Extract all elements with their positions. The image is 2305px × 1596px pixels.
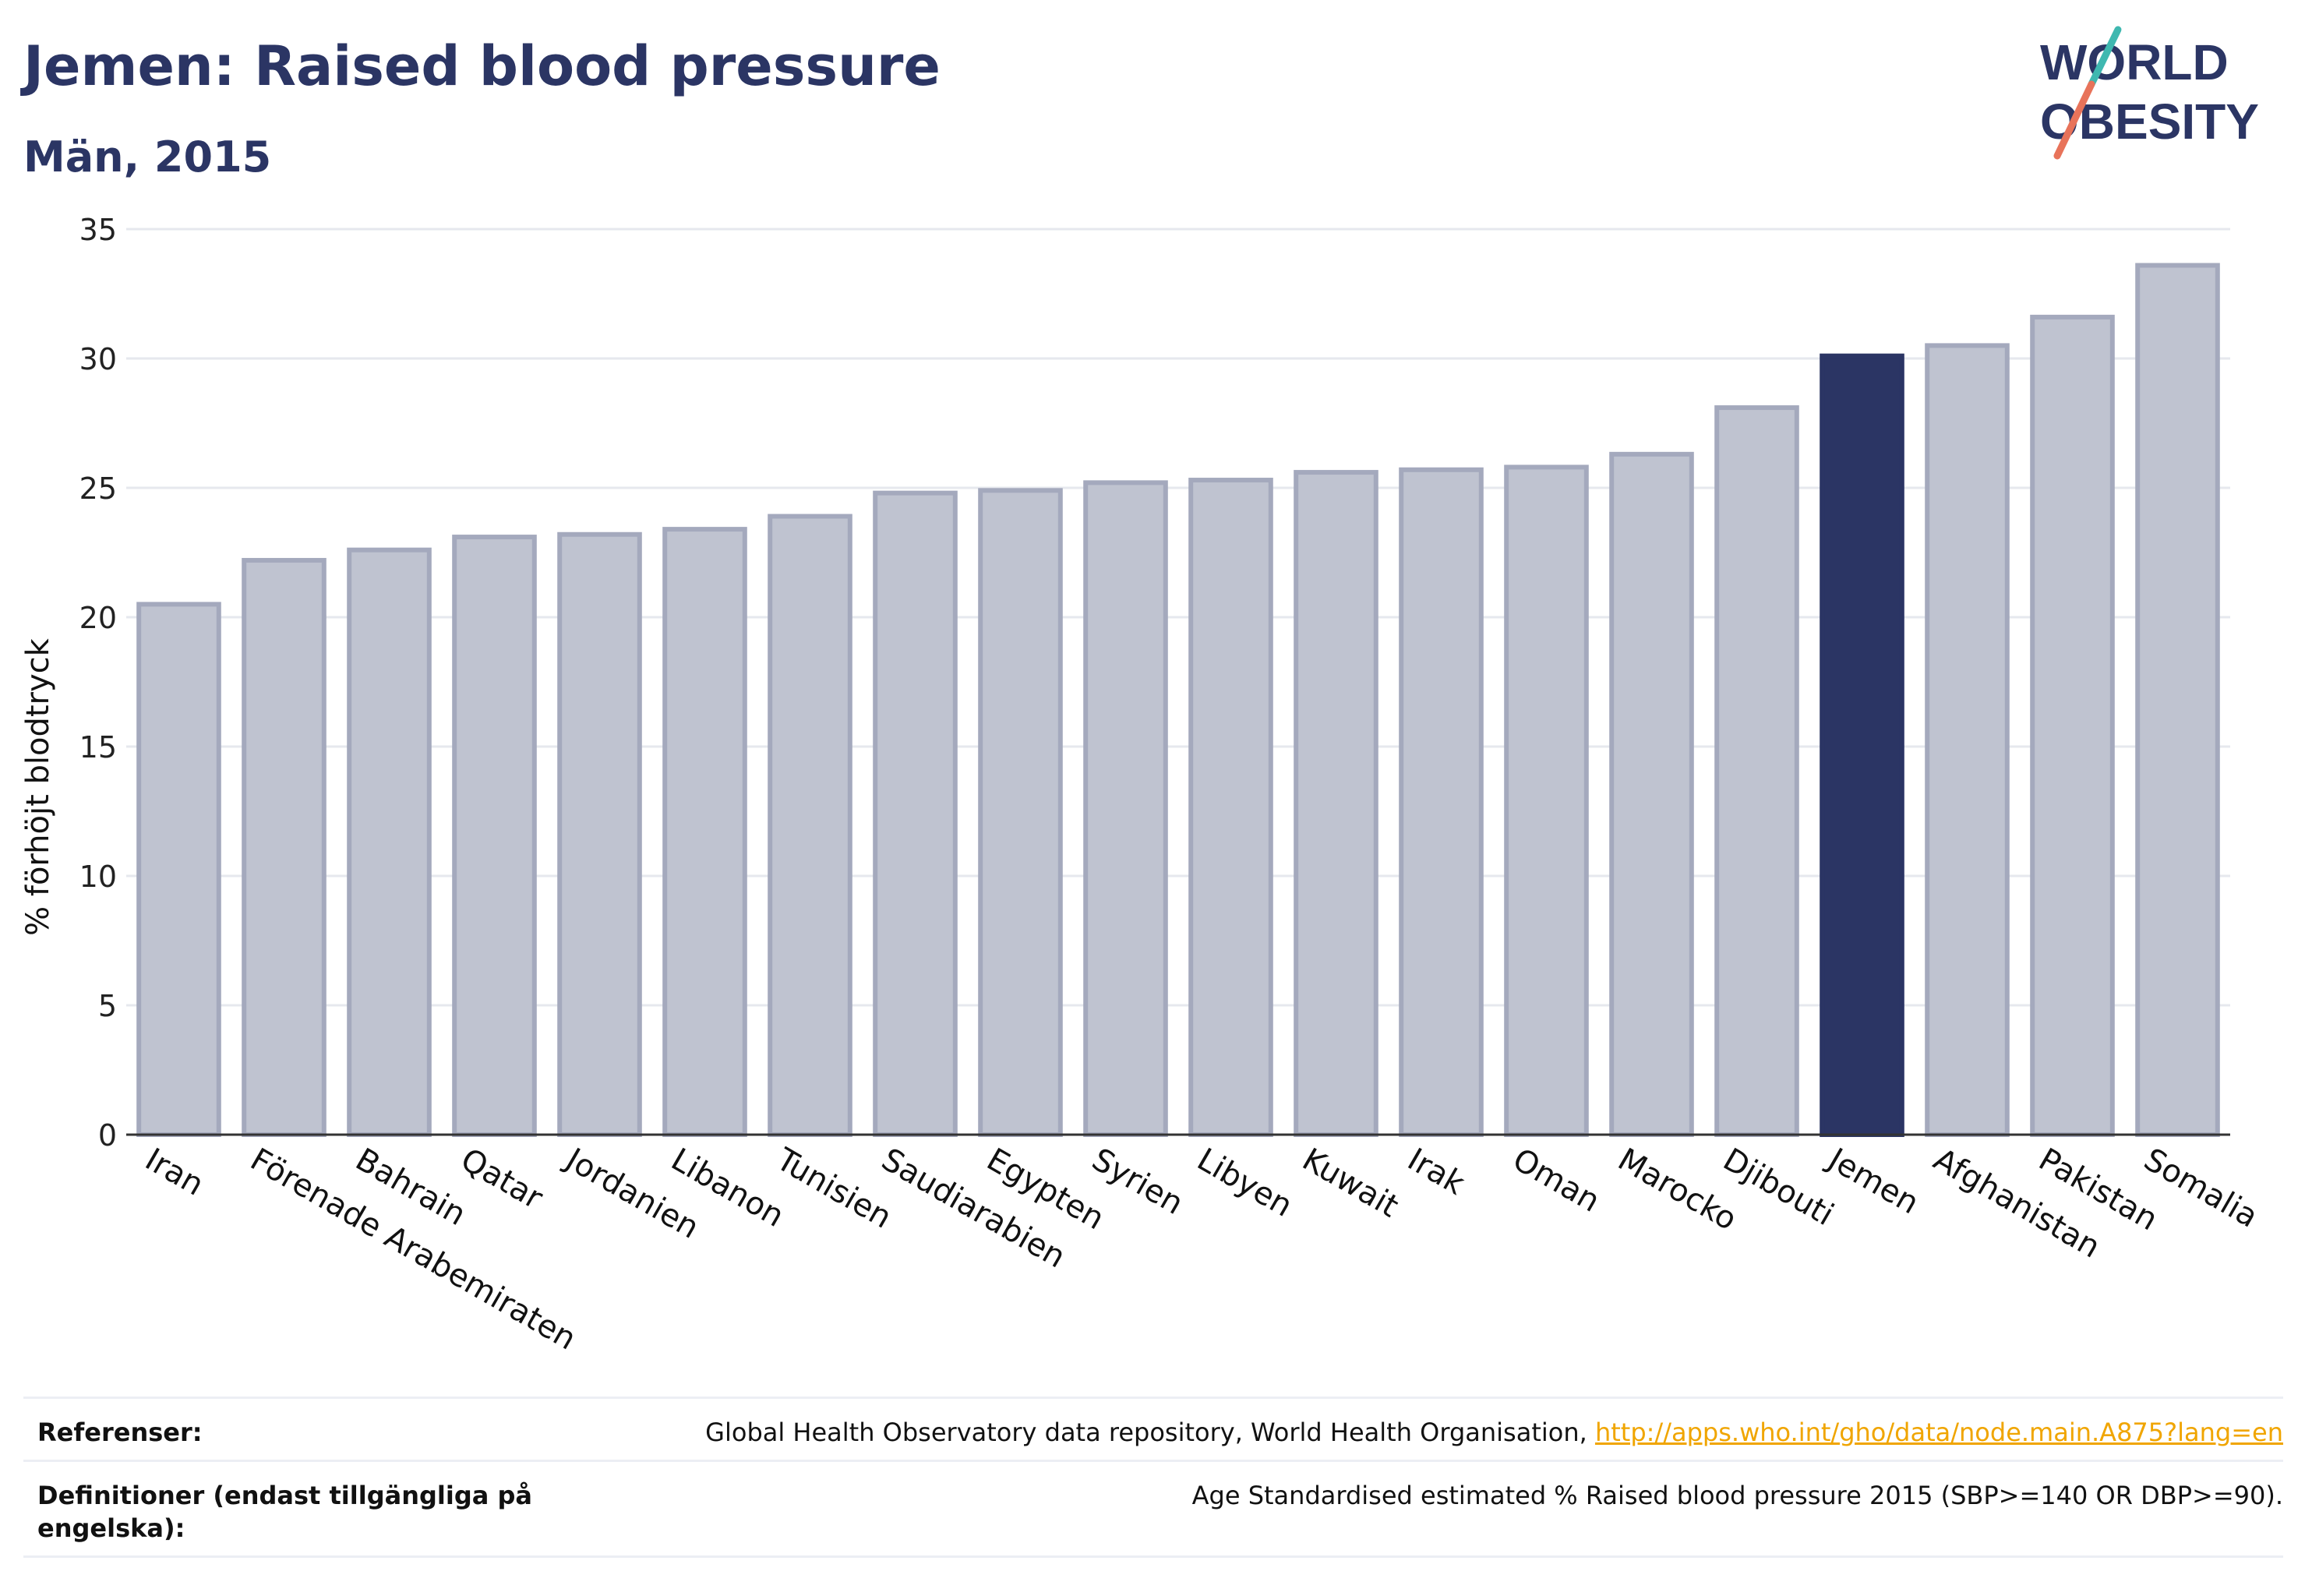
x-tick-label: Saudiarabien — [876, 1142, 1071, 1276]
y-tick-label: 10 — [79, 860, 117, 894]
y-tick-label: 15 — [79, 730, 117, 764]
y-tick-label: 5 — [98, 989, 117, 1023]
references-text: Global Health Observatory data repositor… — [705, 1418, 1595, 1447]
x-tick-label: Irak — [1402, 1142, 1471, 1202]
bar-afghanistan — [1925, 343, 2010, 1137]
x-tick-label: Marocko — [1612, 1142, 1743, 1238]
references-table: Referenser: Global Health Observatory da… — [23, 1396, 2283, 1558]
x-tick-label: Djibouti — [1717, 1142, 1840, 1233]
y-tick-label: 35 — [79, 213, 117, 247]
bar-djibouti — [1714, 405, 1799, 1137]
x-tick-label: Kuwait — [1297, 1142, 1405, 1225]
y-tick-label: 25 — [79, 471, 117, 506]
x-tick-label: Oman — [1507, 1142, 1606, 1220]
references-row: Referenser: Global Health Observatory da… — [23, 1396, 2283, 1460]
bar-somalia — [2135, 263, 2220, 1138]
bar-saudiarabien — [873, 490, 958, 1137]
bar-irak — [1399, 467, 1484, 1137]
bar-iran — [136, 602, 221, 1137]
x-tick-label: Iran — [139, 1142, 210, 1203]
bar-pakistan — [2030, 314, 2115, 1137]
references-link[interactable]: http://apps.who.int/gho/data/node.main.A… — [1594, 1418, 2283, 1447]
bar-kuwait — [1294, 470, 1378, 1137]
bar-tunisien — [768, 514, 852, 1137]
definitions-value: Age Standardised estimated % Raised bloo… — [1191, 1481, 2283, 1510]
x-tick-label: Somalia — [2138, 1142, 2264, 1235]
definitions-row: Definitioner (endast tillgängliga på eng… — [23, 1460, 2283, 1558]
bar-libyen — [1188, 478, 1273, 1137]
definitions-label: Definitioner (endast tillgängliga på eng… — [37, 1481, 532, 1543]
x-tick-label: Libyen — [1191, 1142, 1299, 1224]
y-tick-label: 30 — [79, 342, 117, 376]
world-obesity-logo: WORLD OBESITY — [2040, 26, 2259, 160]
bar-egypten — [978, 488, 1063, 1137]
y-axis-label: % förhöjt blodtryck — [20, 637, 56, 936]
bar-syrien — [1083, 480, 1168, 1137]
x-tick-label: Jemen — [1820, 1140, 1925, 1221]
bar-marocko — [1609, 451, 1694, 1137]
x-tick-label: Tunisien — [770, 1141, 898, 1235]
grid-lines — [126, 228, 2230, 1007]
y-tick-label: 20 — [79, 601, 117, 635]
bars — [136, 263, 2220, 1138]
chart-subtitle: Män, 2015 — [23, 132, 272, 182]
bar-jemen — [1820, 353, 1904, 1137]
references-value: Global Health Observatory data repositor… — [544, 1416, 2283, 1449]
bar-libanon — [662, 527, 747, 1137]
logo-line1: WORLD — [2040, 34, 2229, 90]
bar-bahrain — [347, 547, 432, 1137]
bar-jordanien — [557, 531, 642, 1137]
references-label: Referenser: — [37, 1418, 203, 1447]
bar-qatar — [452, 535, 537, 1137]
bar-f-renade-arabemiraten — [242, 557, 327, 1137]
y-tick-label: 0 — [98, 1118, 117, 1153]
chart-title: Jemen: Raised blood pressure — [23, 34, 941, 98]
bar-oman — [1504, 464, 1589, 1137]
